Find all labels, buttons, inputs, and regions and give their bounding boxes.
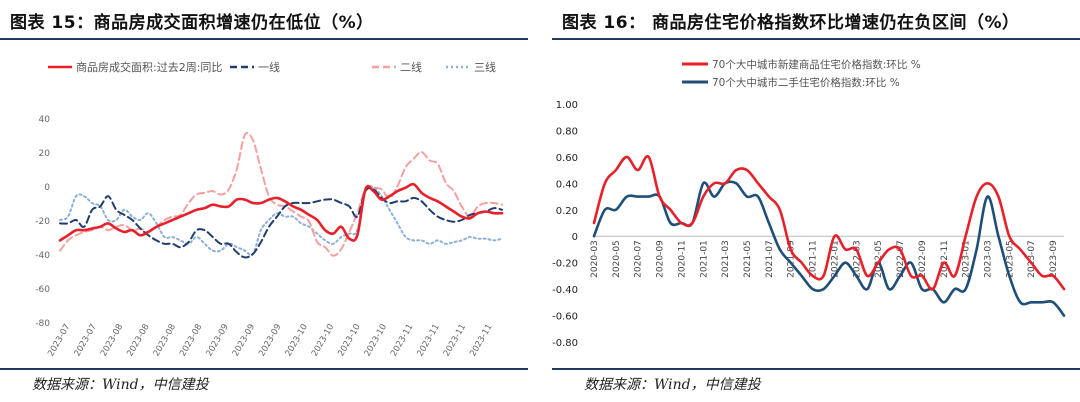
right-y-tick-label: -0.20 bbox=[552, 259, 578, 270]
right-y-tick-label: 1.00 bbox=[556, 100, 578, 111]
right-x-tick-label: 2023-07 bbox=[1027, 240, 1037, 278]
left-y-tick-label: -80 bbox=[35, 319, 50, 329]
right-y-tick-label: 0 bbox=[572, 232, 578, 243]
left-chart-title: 图表 15：商品房成交面积增速仍在低位（%） bbox=[10, 13, 374, 33]
right-x-tick-label: 2022-03 bbox=[852, 240, 862, 278]
left-y-tick-label: -60 bbox=[35, 285, 50, 295]
right-series-line-1 bbox=[592, 180, 1066, 317]
left-y-tick-label: 0 bbox=[44, 183, 50, 193]
right-x-tick-label: 2023-09 bbox=[1049, 240, 1059, 278]
left-x-tick-label: 2023-07 bbox=[73, 323, 99, 359]
left-x-tick-label: 2023-09 bbox=[204, 323, 230, 359]
right-y-tick-label: -0.80 bbox=[552, 338, 578, 349]
right-y-tick-label: -0.40 bbox=[552, 285, 578, 296]
right-legend-label-1: 70个大中城市二手住宅价格指数:环比 % bbox=[712, 76, 900, 89]
left-x-tick-label: 2023-09 bbox=[257, 323, 283, 359]
left-legend-label-1: 一线 bbox=[258, 60, 280, 74]
right-line-chart: 70个大中城市新建商品住宅价格指数:环比 % 70个大中城市二手住宅价格指数:环比… bbox=[552, 58, 1066, 349]
right-x-tick-label: 2021-11 bbox=[809, 240, 819, 278]
right-y-tick-label: 0.80 bbox=[556, 126, 578, 137]
right-x-tick-label: 2023-03 bbox=[983, 240, 993, 278]
right-x-tick-label: 2023-05 bbox=[1005, 240, 1015, 278]
right-x-tick-label: 2023-01 bbox=[962, 240, 972, 278]
left-x-tick-label: 2023-11 bbox=[415, 323, 441, 359]
right-bottom-rule bbox=[552, 368, 1080, 370]
left-chart-panel: 图表 15：商品房成交面积增速仍在低位（%） 商品房成交面积:过去2周:同比 一线… bbox=[0, 0, 528, 402]
left-bottom-rule bbox=[0, 368, 528, 370]
right-x-tick-label: 2022-11 bbox=[940, 240, 950, 278]
left-y-tick-label: -20 bbox=[35, 217, 50, 227]
right-series-line-0 bbox=[592, 154, 1066, 291]
left-x-tick-label: 2023-08 bbox=[178, 323, 204, 359]
left-y-tick-label: 40 bbox=[39, 115, 51, 125]
left-x-tick-label: 2023-08 bbox=[152, 323, 178, 359]
left-top-rule bbox=[0, 38, 528, 40]
right-source-note: 数据来源：Wind，中信建投 bbox=[584, 377, 761, 393]
right-x-tick-label: 2021-03 bbox=[721, 240, 731, 278]
right-x-tick-label: 2022-05 bbox=[874, 240, 884, 278]
left-y-tick-label: -40 bbox=[35, 251, 50, 261]
right-x-tick-label: 2020-03 bbox=[590, 240, 600, 278]
right-x-tick-label: 2021-09 bbox=[787, 240, 797, 278]
right-x-tick-label: 2022-09 bbox=[918, 240, 928, 278]
right-y-tick-label: 0.20 bbox=[556, 206, 578, 217]
right-x-tick-label: 2020-07 bbox=[634, 240, 644, 278]
right-x-tick-label: 2021-07 bbox=[765, 240, 775, 278]
right-y-tick-label: -0.60 bbox=[552, 312, 578, 323]
left-legend-label-0: 商品房成交面积:过去2周:同比 bbox=[76, 60, 222, 74]
left-x-tick-label: 2023-10 bbox=[363, 323, 389, 359]
left-legend-label-3: 三线 bbox=[474, 60, 496, 74]
left-legend-label-2: 二线 bbox=[400, 60, 422, 74]
left-x-tick-label: 2023-10 bbox=[284, 323, 310, 359]
right-chart-panel: 图表 16： 商品房住宅价格指数环比增速仍在负区间（%） 70个大中城市新建商品… bbox=[552, 0, 1080, 402]
right-top-rule bbox=[552, 38, 1080, 40]
left-x-tick-label: 2023-07 bbox=[46, 323, 72, 359]
right-x-tick-label: 2022-01 bbox=[830, 240, 840, 278]
left-x-tick-label: 2023-08 bbox=[125, 323, 151, 359]
right-chart-title: 图表 16： 商品房住宅价格指数环比增速仍在负区间（%） bbox=[562, 13, 1020, 33]
left-series-line-0 bbox=[58, 182, 504, 242]
left-line-chart: 商品房成交面积:过去2周:同比 一线 二线 三线40200-20-40-60-8020… bbox=[35, 60, 504, 359]
left-y-tick-label: 20 bbox=[39, 149, 51, 159]
right-x-tick-label: 2021-01 bbox=[699, 240, 709, 278]
left-series-line-3 bbox=[59, 184, 503, 257]
left-x-tick-label: 2023-11 bbox=[468, 323, 494, 359]
right-x-tick-label: 2020-05 bbox=[612, 240, 622, 278]
left-x-tick-label: 2023-09 bbox=[231, 323, 257, 359]
left-x-tick-label: 2023-10 bbox=[310, 323, 336, 359]
left-series-line-1 bbox=[59, 187, 503, 259]
left-x-tick-label: 2023-10 bbox=[336, 323, 362, 359]
left-series-line-2 bbox=[59, 131, 503, 257]
left-x-tick-label: 2023-11 bbox=[389, 323, 415, 359]
right-x-tick-label: 2020-09 bbox=[656, 240, 666, 278]
left-source-note: 数据来源：Wind，中信建投 bbox=[32, 377, 209, 393]
right-x-tick-label: 2020-11 bbox=[677, 240, 687, 278]
left-x-tick-label: 2023-11 bbox=[442, 323, 468, 359]
right-x-tick-label: 2021-05 bbox=[743, 240, 753, 278]
right-legend-label-0: 70个大中城市新建商品住宅价格指数:环比 % bbox=[712, 58, 921, 71]
right-y-tick-label: 0.40 bbox=[556, 179, 578, 190]
left-x-tick-label: 2023-08 bbox=[99, 323, 125, 359]
right-x-tick-label: 2022-07 bbox=[896, 240, 906, 278]
right-y-tick-label: 0.60 bbox=[556, 153, 578, 164]
